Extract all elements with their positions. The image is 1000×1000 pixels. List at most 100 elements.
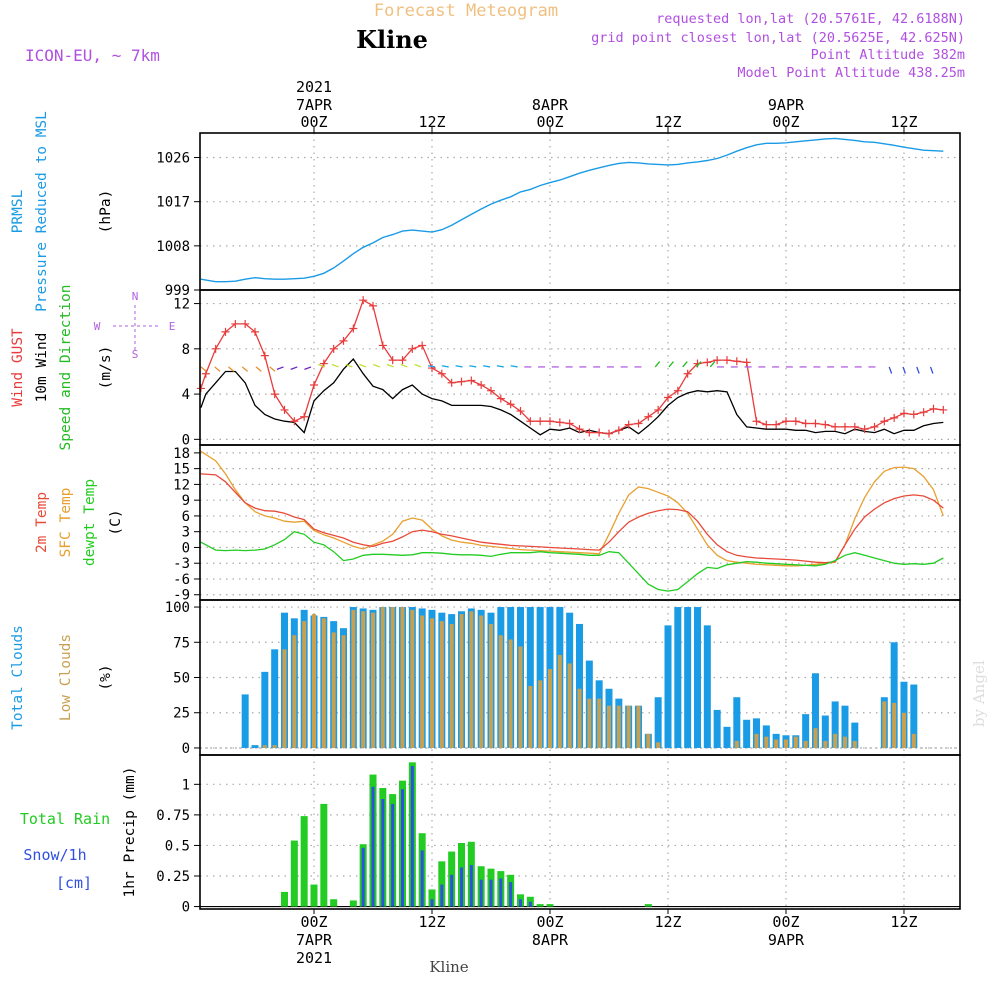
total-cloud-bar (831, 701, 839, 748)
compass-s: S (132, 348, 139, 361)
series-label: Total Clouds (10, 625, 26, 730)
snow-bar (381, 799, 385, 907)
top-time-label: 7APR (296, 96, 333, 114)
unit-label: (m/s) (98, 346, 114, 390)
y-tick-label: 4 (182, 387, 190, 403)
top-time-label: 00Z (300, 113, 327, 131)
y-tick-label: 0.5 (165, 838, 190, 854)
low-cloud-bar (272, 745, 277, 748)
wind-direction-arrow (318, 363, 326, 368)
low-cloud-bar (557, 654, 562, 748)
y-tick-label: 75 (173, 635, 190, 651)
total-cloud-bar (821, 715, 829, 748)
low-cloud-bar (449, 623, 454, 748)
wind-direction-arrow (304, 366, 312, 370)
low-cloud-bar (262, 745, 267, 748)
wind-direction-arrow (709, 361, 716, 368)
y-tick-label: 15 (173, 462, 190, 478)
gust-marker (418, 341, 427, 350)
gust-marker (703, 358, 712, 367)
precip-unit-label: 1hr Precip (mm) (122, 767, 138, 898)
low-cloud-bar (292, 635, 297, 748)
gust-marker (890, 413, 899, 422)
gust-marker (427, 364, 436, 373)
series-label: Low Clouds (58, 634, 74, 721)
wind-speed-line (200, 357, 944, 436)
gust-marker (781, 417, 790, 426)
y-tick-label: 0 (182, 540, 190, 556)
wind-direction-arrow (668, 361, 674, 368)
low-cloud-bar (597, 698, 602, 748)
dewpoint-line (200, 530, 944, 592)
low-cloud-bar (429, 618, 434, 748)
total-cloud-bar (841, 705, 849, 748)
gust-marker (722, 356, 731, 365)
unit-label: (hPa) (98, 190, 114, 234)
low-cloud-bar (341, 635, 346, 748)
wind-direction-arrow (483, 365, 491, 368)
low-cloud-bar (793, 736, 798, 748)
gust-marker (575, 425, 584, 434)
rain-bar (546, 904, 554, 907)
total-cloud-bar (526, 607, 534, 748)
series-label: Pressure Reduced to MSL (34, 111, 50, 312)
gust-marker (732, 357, 741, 366)
low-cloud-bar (774, 739, 779, 748)
total-cloud-bar (851, 722, 859, 748)
gust-marker (251, 327, 260, 336)
gust-marker (536, 417, 545, 426)
low-cloud-bar (852, 740, 857, 748)
panel-clouds: 0 25 50 75 100 (165, 599, 961, 757)
wind-direction-arrow (400, 363, 408, 368)
rain-bar (281, 891, 289, 907)
gust-marker (398, 356, 407, 365)
low-cloud-bar (616, 705, 621, 748)
compass-cross (113, 305, 160, 350)
compass-n: N (132, 290, 139, 303)
low-cloud-bar (410, 609, 415, 748)
panel-pressure: 999 1008 1017 1026 (156, 132, 961, 299)
low-cloud-bar (783, 739, 788, 748)
y-tick-label: 1008 (156, 239, 190, 255)
gust-marker (585, 428, 594, 437)
series-label: 2m Temp (34, 492, 50, 553)
low-cloud-bar (351, 609, 356, 748)
low-cloud-bar (321, 618, 326, 748)
snow-bar (479, 879, 483, 907)
gust-marker (565, 419, 574, 428)
panel-frame (199, 444, 961, 601)
low-cloud-bar (331, 632, 336, 748)
gust-marker (290, 417, 299, 426)
gust-marker (860, 425, 869, 434)
y-tick-label: 6 (182, 509, 190, 525)
snow-bar (469, 865, 473, 907)
gust-marker (447, 378, 456, 387)
gust-marker (595, 428, 604, 437)
bottom-time-label: 00Z (300, 913, 327, 931)
gust-marker (929, 404, 938, 413)
t2m-temp-line (200, 473, 944, 564)
unit-label: (C) (108, 509, 124, 535)
gust-marker (388, 356, 397, 365)
low-cloud-bar (823, 740, 828, 748)
wind-direction-arrow (373, 363, 381, 368)
compass-e: E (169, 320, 176, 333)
top-time-label: 9APR (768, 96, 805, 114)
gust-marker (850, 422, 859, 431)
gust-marker (899, 409, 908, 418)
rain-bar (438, 861, 446, 907)
footer-location: Kline (429, 958, 468, 976)
snow-bar (400, 789, 404, 907)
y-tick-label: 100 (165, 600, 190, 616)
sfc-temp-line (200, 450, 944, 567)
snow-bar (499, 878, 503, 907)
wind-direction-arrow (228, 366, 235, 372)
bottom-time-label: 12Z (890, 913, 917, 931)
snow-bar (459, 867, 463, 907)
rain-bar (536, 904, 544, 907)
total-cloud-bar (802, 714, 810, 748)
bottom-time-label: 7APR (296, 931, 333, 949)
y-tick-label: 50 (173, 671, 190, 687)
total-cloud-bar (703, 625, 711, 748)
y-tick-label: 25 (173, 706, 190, 722)
